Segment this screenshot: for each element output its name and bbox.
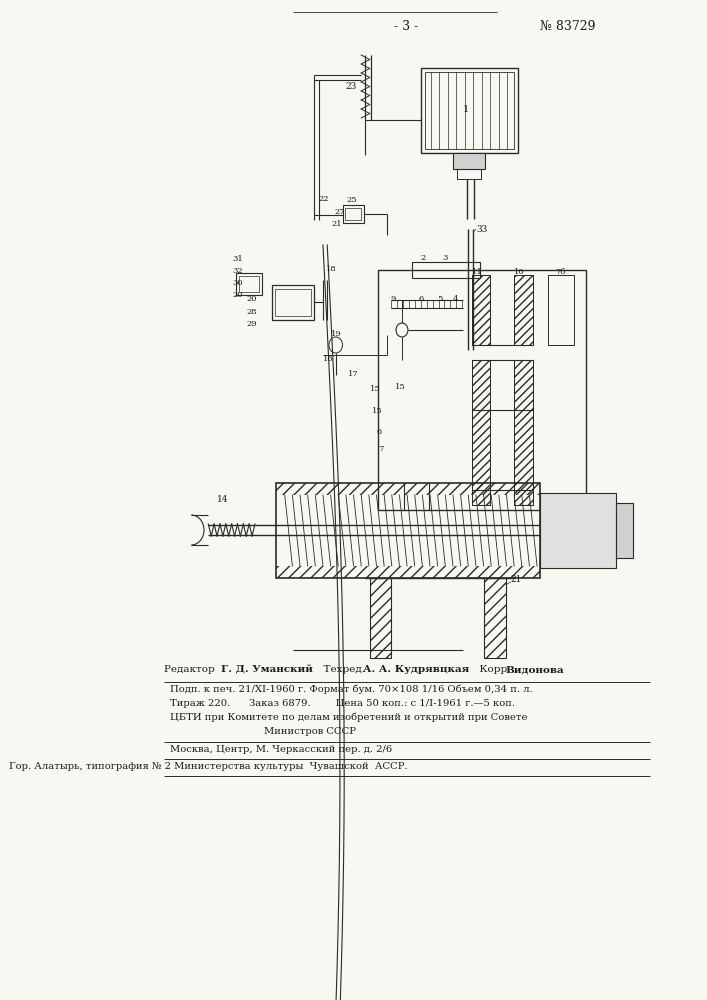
Bar [472,360,491,505]
Text: 19: 19 [332,330,342,338]
Text: ЦБТИ при Комитете по делам изобретений и открытий при Совете: ЦБТИ при Комитете по делам изобретений и… [170,713,527,722]
Bar [472,360,491,505]
Text: 10: 10 [514,268,525,276]
Bar [425,72,514,149]
Text: Редактор: Редактор [164,665,221,674]
Text: Г. Д. Уманский: Г. Д. Уманский [221,665,313,674]
Bar [276,566,539,578]
Text: Тираж 220.      Заказ 6879.        Цена 50 коп.: с 1/I-1961 г.—5 коп.: Тираж 220. Заказ 6879. Цена 50 коп.: с 1… [170,699,515,708]
Text: 5: 5 [438,295,443,303]
Bar [472,275,491,345]
Bar [236,273,262,295]
Text: 21: 21 [510,575,522,584]
Text: 20: 20 [247,295,257,303]
Text: 22: 22 [319,195,329,203]
Bar [484,578,506,658]
Text: Министров СССР: Министров СССР [264,727,356,736]
Text: 14: 14 [217,495,228,504]
Bar [539,493,616,568]
Bar [276,483,539,578]
Text: 17: 17 [349,370,359,378]
Bar [378,270,586,510]
Bar [370,578,391,658]
Text: 20: 20 [232,291,243,299]
Text: 27: 27 [335,208,346,216]
Text: № 83729: № 83729 [539,20,595,33]
Text: 6: 6 [377,428,382,436]
Text: 15: 15 [395,383,406,391]
Text: 31: 31 [232,255,243,263]
Text: 4: 4 [453,295,458,303]
Text: 33: 33 [477,225,488,234]
Bar [457,169,481,179]
Text: 21: 21 [332,220,342,228]
Bar [453,153,485,169]
Text: 11: 11 [472,268,482,276]
Text: 15: 15 [370,385,380,393]
Text: Москва, Центр, М. Черкасский пер. д. 2/6: Москва, Центр, М. Черкасский пер. д. 2/6 [170,745,392,754]
Bar [412,262,480,278]
Text: 23: 23 [346,82,357,91]
Text: Подп. к печ. 21/XI-1960 г. Формат бум. 70×108 1/16 Объем 0,34 п. л.: Подп. к печ. 21/XI-1960 г. Формат бум. 7… [170,685,532,694]
Bar [272,285,315,320]
Text: 32: 32 [232,267,243,275]
Bar [616,503,633,558]
Bar [345,208,361,220]
Text: Гор. Алатырь, типография № 2 Министерства культуры  Чувашской  АССР.: Гор. Алатырь, типография № 2 Министерств… [9,762,407,771]
Text: 6: 6 [419,295,424,303]
Text: 29: 29 [247,320,257,328]
Text: Корр.: Корр. [474,665,514,674]
Text: Техред.: Техред. [317,665,368,674]
Text: 7: 7 [378,445,384,453]
Text: 25: 25 [346,196,357,204]
Bar [514,275,533,345]
Bar [276,289,311,316]
Text: 2: 2 [421,254,426,262]
Text: 30: 30 [232,279,243,287]
Text: 15: 15 [373,407,383,415]
Text: 3: 3 [442,254,448,262]
Bar [421,68,518,153]
Bar [514,360,533,505]
Text: 1: 1 [462,105,469,114]
Text: 9: 9 [391,295,397,303]
Text: Видонова: Видонова [506,665,564,674]
Bar [514,360,533,505]
Text: А. А. Кудрявцкая: А. А. Кудрявцкая [363,665,469,674]
Bar [239,276,259,292]
Bar [370,578,391,658]
Bar [472,275,491,345]
Text: 18: 18 [325,265,337,273]
Text: 16: 16 [323,355,334,363]
Text: - 3 -: - 3 - [394,20,419,33]
Bar [514,275,533,345]
Text: 7б: 7б [555,268,566,276]
Bar [484,578,506,658]
Bar [276,483,539,495]
Text: 28: 28 [247,308,257,316]
Bar [342,205,363,223]
Bar [548,275,573,345]
